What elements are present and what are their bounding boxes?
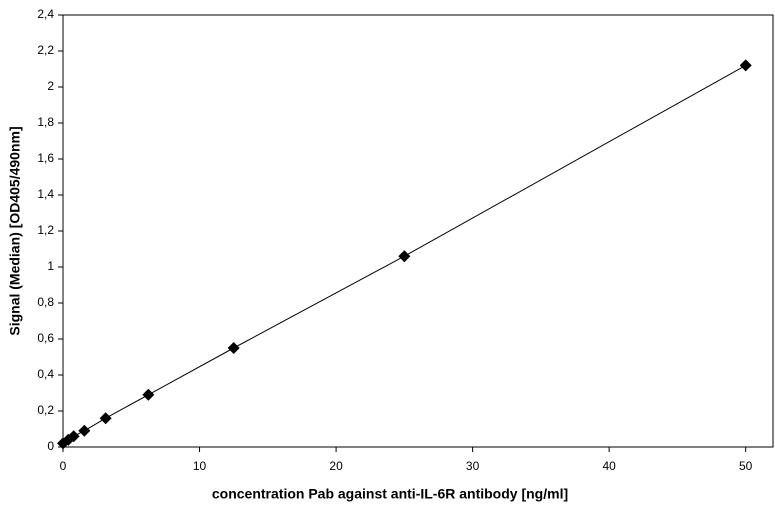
y-tick-label: 0,8	[37, 295, 54, 309]
y-tick-label: 1,8	[37, 115, 54, 129]
y-tick-label: 2	[47, 79, 54, 93]
chart: concentration Pab against anti-IL-6R ant…	[0, 0, 775, 508]
y-tick-label: 0,6	[37, 331, 54, 345]
y-tick-label: 2,4	[37, 7, 54, 21]
y-tick-label: 1,4	[37, 187, 54, 201]
y-tick-label: 0	[47, 439, 54, 453]
plot-frame	[63, 15, 773, 447]
x-tick-label: 0	[60, 459, 67, 473]
y-tick-label: 2,2	[37, 43, 54, 57]
y-tick-label: 1,2	[37, 223, 54, 237]
y-tick-label: 0,2	[37, 403, 54, 417]
x-axis-title: concentration Pab against anti-IL-6R ant…	[212, 486, 568, 502]
x-tick-label: 20	[329, 459, 343, 473]
x-tick-label: 50	[739, 459, 753, 473]
data-point	[398, 250, 410, 262]
data-point	[100, 412, 112, 424]
data-point	[228, 342, 240, 354]
x-tick-label: 30	[466, 459, 480, 473]
data-point	[142, 389, 154, 401]
data-point	[78, 425, 90, 437]
x-tick-label: 10	[193, 459, 207, 473]
x-tick-label: 40	[602, 459, 616, 473]
y-tick-label: 1,6	[37, 151, 54, 165]
y-tick-label: 0,4	[37, 367, 54, 381]
y-tick-label: 1	[47, 259, 54, 273]
data-point	[740, 59, 752, 71]
y-axis-title: Signal (Median) [OD405/490nm]	[7, 126, 23, 335]
